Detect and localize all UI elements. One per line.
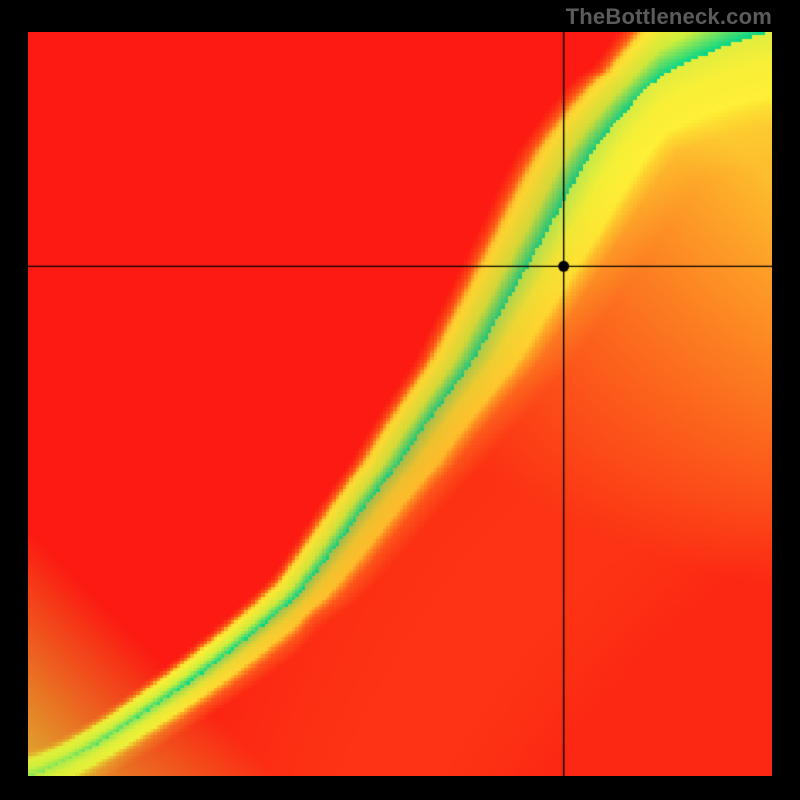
chart-container: TheBottleneck.com: [0, 0, 800, 800]
watermark-text: TheBottleneck.com: [566, 4, 772, 30]
bottleneck-heatmap: [28, 32, 772, 776]
